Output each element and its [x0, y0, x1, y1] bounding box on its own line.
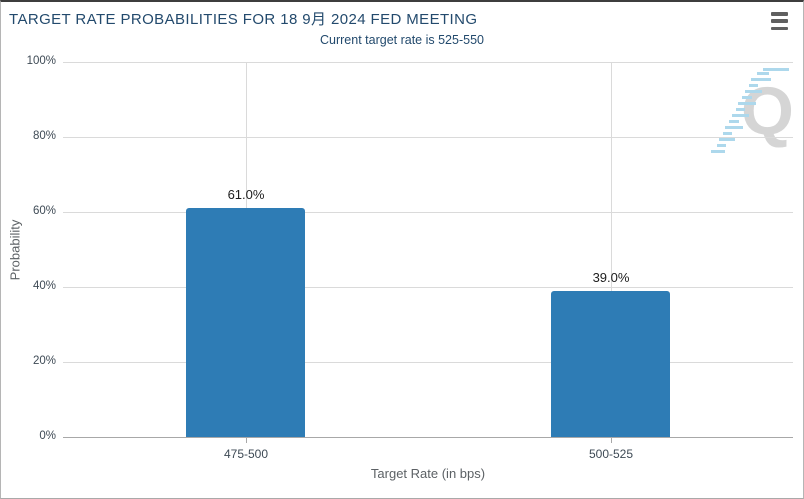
probability-bar[interactable]: [186, 208, 305, 437]
y-tick-label: 60%: [32, 205, 56, 217]
x-axis-title: Target Rate (in bps): [370, 466, 486, 481]
hamburger-icon: [771, 26, 788, 30]
y-tick-label: 0%: [39, 430, 56, 442]
chart-context-menu-button[interactable]: [771, 12, 791, 30]
y-tick-label: 100%: [26, 55, 56, 67]
hamburger-icon: [771, 12, 788, 16]
bar-value-label: 39.0%: [592, 270, 630, 285]
hamburger-icon: [771, 19, 788, 23]
bar-value-label: 61.0%: [227, 187, 265, 202]
y-tick-label: 80%: [32, 130, 56, 142]
y-tick-label: 20%: [32, 355, 56, 367]
gridline-horizontal: [63, 212, 793, 213]
gridline-horizontal: [63, 62, 793, 63]
gridline-vertical: [611, 62, 612, 437]
gridline-horizontal: [63, 137, 793, 138]
chart-subtitle: Current target rate is 525-550: [320, 33, 484, 47]
x-tick-mark: [246, 437, 247, 443]
y-tick-label: 40%: [32, 280, 56, 292]
quikstrike-q-logo-icon: Q: [711, 68, 794, 153]
x-axis-line: [63, 437, 793, 438]
chart-title: TARGET RATE PROBABILITIES FOR 18 9月 2024…: [9, 11, 478, 28]
probability-bar[interactable]: [551, 291, 670, 437]
gridline-horizontal: [63, 287, 793, 288]
y-axis-title: Probability: [7, 219, 23, 280]
gridline-horizontal: [63, 362, 793, 363]
x-tick-label: 500-525: [588, 447, 634, 461]
x-tick-mark: [611, 437, 612, 443]
x-tick-label: 475-500: [223, 447, 269, 461]
